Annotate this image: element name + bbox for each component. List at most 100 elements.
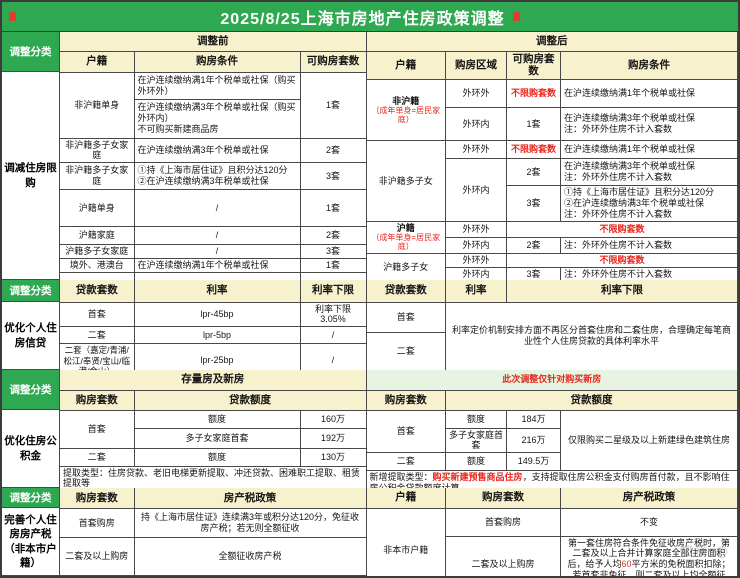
policy-text: 平方米的免税面积扣除；若首套非免征，则二套及以上均全额征收。 <box>572 559 731 578</box>
category-label: 优化个人住房信贷 <box>2 302 60 370</box>
after-table: 户籍 购房套数 房产税政策 非本市户籍 首套购房 不变 二套及以上购房 第一套住… <box>366 488 738 578</box>
col-count: 可购房套数 <box>300 51 367 73</box>
cond-line: ②在沪连续缴纳满3年个税单或社保 <box>564 198 705 209</box>
before-table: 存量房及新房 购房套数 贷款额度 首套 额度 160万 多子女家庭首套 192万… <box>60 370 367 492</box>
after-table: 贷款套数 利率 利率下限 首套 利率定价机制安排方面不再区分首套住房和二套住房，… <box>366 280 738 371</box>
col-floor: 利率下限 <box>300 280 367 303</box>
col-count: 购房套数 <box>60 390 135 411</box>
col-hukou: 户籍 <box>366 51 447 81</box>
hukou-cell: 非沪籍多子女家庭 <box>60 162 135 191</box>
category-header: 调整分类 <box>2 370 60 410</box>
cond-line: 在沪连续缴纳满3年个税单或社保（购买外环内） <box>137 102 296 124</box>
category-header: 调整分类 <box>2 280 60 302</box>
count-cell: 2套 <box>300 226 367 246</box>
count-cell: 二套及以上购房 <box>60 537 135 576</box>
category-label: 完善个人住房房产税（非本市户籍） <box>2 508 60 576</box>
col-hukou: 户籍 <box>366 488 446 509</box>
policy-text: 第一套住房符合条件免征收房产税时，第二套及以上合并计算家庭全部住房面积后，给予人… <box>567 537 730 570</box>
cond-cell: 注：外环外住房不计入套数 <box>560 267 738 282</box>
category-column: 调整分类 优化个人住房信贷 <box>2 280 60 370</box>
cond-line: 注：外环外住房不计入套数 <box>564 172 673 183</box>
cond-line: ②在沪连续缴纳满3年税单或社保 <box>137 176 269 187</box>
quota-value-cell: 216万 <box>506 428 562 454</box>
quota-value-cell: 184万 <box>506 410 562 429</box>
col-loan: 贷款套数 <box>60 280 135 303</box>
before-table: 贷款套数 利率 利率下限 首套 lpr-45bp 利率下限3.05% 二套 lp… <box>60 280 367 379</box>
page-title: 2025/8/25上海市房地产住房政策调整 <box>220 10 505 28</box>
before-table: 购房套数 房产税政策 首套购房 持《上海市居住证》连续满3年或积分达120分，免… <box>60 488 367 576</box>
banner-cell: 此次调整仅针对购买新房 <box>366 370 738 391</box>
section-purchase-limit: 调整分类 调减住房限购 调整前 户籍 购房条件 可购房套数 非沪籍单身 在沪连续… <box>2 32 738 296</box>
col-cond: 购房条件 <box>560 51 738 81</box>
cond-line: 在沪连续缴纳满3年个税单或社保 <box>564 113 696 124</box>
hukou-cell: 非沪籍多子女 <box>366 140 447 222</box>
quota-type-cell: 额度 <box>134 448 301 467</box>
rate-cell: lpr-5bp <box>134 326 301 345</box>
cond-cell: 在沪连续缴纳满3年个税单或社保 注：外环外住房不计入套数 <box>560 158 738 187</box>
region-cell: 外环外 <box>445 253 508 268</box>
count-cell: 二套及以上购房 <box>445 536 561 576</box>
quota-type-cell: 额度 <box>134 410 301 429</box>
count-cell: 1套 <box>300 258 367 274</box>
cond-cell: ①持《上海市居住证》且积分达120分 ②在沪连续缴纳满3年税单或社保 <box>134 162 301 191</box>
hukou-cell: 非沪籍单身 <box>60 72 135 139</box>
cond-line: 注：外环外住房不计入套数 <box>564 124 673 135</box>
count-cell: 不限购套数 <box>506 79 562 109</box>
hukou-cell: 非沪籍多子女家庭 <box>60 138 135 164</box>
cond-line: 注：外环外住房不计入套数 <box>564 209 673 220</box>
section-fund: 调整分类 优化住房公积金 存量房及新房 购房套数 贷款额度 首套 额度 160万… <box>2 370 738 497</box>
col-count: 购房套数 <box>60 488 135 510</box>
cond-line: 在沪连续缴纳满3年个税单或社保 <box>564 161 696 172</box>
hukou-label: 非沪籍 <box>392 95 420 106</box>
col-floor: 利率下限 <box>506 280 738 303</box>
col-hukou: 户籍 <box>60 51 135 73</box>
cond-cell: 在沪连续缴纳满1年个税单或社保（购买外环外） <box>134 72 301 100</box>
red-pin-icon <box>9 12 16 21</box>
count-cell: 1套 <box>300 72 367 139</box>
count-cell: 不限购套数 <box>506 140 562 160</box>
category-header: 调整分类 <box>2 32 60 72</box>
cond-cell: ①持《上海市居住证》且积分达120分 ②在沪连续缴纳满3年个税单或社保 注：外环… <box>560 185 738 222</box>
note-prefix: 新增提取类型： <box>369 472 433 483</box>
before-panel: 贷款套数 利率 利率下限 首套 lpr-45bp 利率下限3.05% 二套 lp… <box>60 280 367 379</box>
policy-cell: 不变 <box>560 508 738 537</box>
policy-highlight: 60 <box>621 559 632 570</box>
after-panel: 贷款套数 利率 利率下限 首套 利率定价机制安排方面不再区分首套住房和二套住房，… <box>366 280 738 371</box>
cond-cell: 在沪连续缴纳满3年个税单或社保 注：外环外住房不计入套数 <box>560 107 738 142</box>
before-panel: 购房套数 房产税政策 首套购房 持《上海市居住证》连续满3年或积分达120分，免… <box>60 488 367 576</box>
count-cell: 3套 <box>506 185 562 222</box>
cond-line: ①持《上海市居住证》且积分达120分 <box>137 165 288 176</box>
category-column: 调整分类 完善个人住房房产税（非本市户籍） <box>2 488 60 576</box>
cond-cell: / <box>134 226 301 246</box>
section-tax: 调整分类 完善个人住房房产税（非本市户籍） 购房套数 房产税政策 首套购房 持《… <box>2 488 738 576</box>
hukou-cell: 沪籍单身 <box>60 189 135 228</box>
after-panel: 调整后 户籍 购房区域 可购房套数 购房条件 非沪籍 （成年单身=居民家庭） 外… <box>366 32 738 296</box>
cond-cell: 注：外环外住房不计入套数 <box>560 237 738 254</box>
quota-type-cell: 额度 <box>445 410 508 429</box>
col-policy: 房产税政策 <box>134 488 367 510</box>
col-quota: 贷款额度 <box>445 390 738 411</box>
col-rate: 利率 <box>445 280 507 303</box>
region-cell: 外环内 <box>445 267 508 282</box>
col-count: 购房套数 <box>366 390 447 411</box>
after-panel: 此次调整仅针对购买新房 购房套数 贷款额度 首套 额度 184万 仅限购买二星级… <box>366 370 738 497</box>
hukou-cell: 非本市户籍 <box>366 508 446 576</box>
cond-cell: 在沪连续缴纳满1年个税单或社保 <box>134 258 301 274</box>
rate-cell: lpr-45bp <box>134 302 301 328</box>
category-column: 调整分类 优化住房公积金 <box>2 370 60 488</box>
title-bar: 2025/8/25上海市房地产住房政策调整 <box>2 2 738 32</box>
before-table: 调整前 户籍 购房条件 可购房套数 非沪籍单身 在沪连续缴纳满1年个税单或社保（… <box>60 32 367 285</box>
category-header: 调整分类 <box>2 488 60 508</box>
quota-note-cell: 仅限购买二星级及以上新建绿色建筑住房 <box>560 410 738 472</box>
quota-type-cell: 多子女家庭首套 <box>445 428 508 454</box>
hukou-cell: 沪籍多子女家庭 <box>60 244 135 260</box>
policy-cell: 持《上海市居住证》连续满3年或积分达120分，免征收房产税；若无则全额征收 <box>134 508 367 538</box>
quota-value-cell: 160万 <box>300 410 367 429</box>
floor-cell: 利率下限3.05% <box>300 302 367 328</box>
section-credit: 调整分类 优化个人住房信贷 贷款套数 利率 利率下限 首套 lpr-45bp 利… <box>2 280 738 379</box>
cond-cell: 在沪连续缴纳满1年个税单或社保 <box>560 140 738 160</box>
col-rate: 利率 <box>134 280 301 303</box>
count-cell: 1套 <box>300 189 367 228</box>
before-header: 调整前 <box>60 32 367 52</box>
